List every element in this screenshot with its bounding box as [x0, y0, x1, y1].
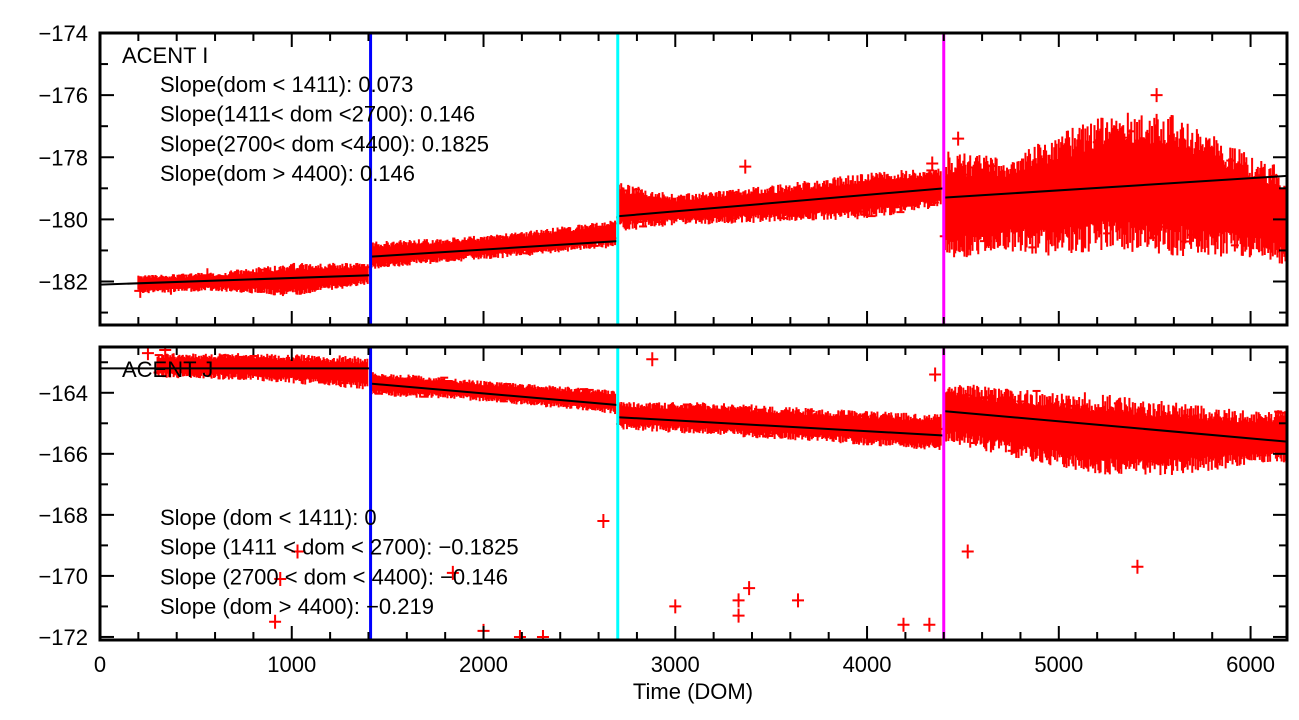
panel-1: −174 −176 −178 −180 −182 ACENT I Slope(dom < 1… — [38, 21, 1289, 327]
y-tick-label: −172 — [38, 625, 88, 650]
y-tick-label: −182 — [38, 270, 88, 295]
outlier-point — [274, 571, 287, 586]
outlier-point — [669, 599, 682, 614]
outlier-point — [732, 608, 745, 623]
outlier-point — [792, 593, 805, 608]
x-tick-label: 5000 — [1034, 652, 1083, 677]
x-tick-label: 2000 — [459, 652, 508, 677]
y-tick-label: −168 — [38, 503, 88, 528]
outlier-point — [897, 617, 910, 632]
data-layer — [100, 347, 1287, 640]
fit-line-segment — [100, 274, 371, 286]
x-tick-label: 3000 — [651, 652, 700, 677]
slope-annotation: Slope(1411< dom <2700): 0.146 — [160, 102, 475, 127]
y-tick-label: −166 — [38, 442, 88, 467]
outlier-point — [646, 352, 659, 367]
outlier-point — [952, 131, 965, 146]
slope-annotation: Slope (dom > 4400): −0.219 — [160, 594, 434, 619]
outlier-point — [291, 544, 304, 559]
y-tick-label: −176 — [38, 83, 88, 108]
outlier-point — [269, 614, 282, 629]
y-tick-label: −178 — [38, 145, 88, 170]
panel-label: ACENT I — [122, 43, 208, 68]
slope-annotation: Slope (1411 < dom < 2700): −0.1825 — [160, 535, 519, 560]
y-tick-label: −174 — [38, 21, 88, 46]
slope-annotation: Slope(dom > 4400): 0.146 — [160, 161, 415, 186]
x-tick-label: 0 — [94, 652, 106, 677]
x-axis-label: Time (DOM) — [633, 679, 753, 704]
outlier-point — [597, 513, 610, 528]
fit-line-segment — [617, 416, 944, 437]
outlier-point — [743, 581, 756, 596]
slope-annotation: Slope(dom < 1411): 0.073 — [160, 72, 413, 97]
outlier-point — [926, 156, 939, 171]
slope-annotation: Slope(2700< dom <4400): 0.1825 — [160, 131, 489, 156]
slope-annotation: Slope (dom < 1411): 0 — [160, 505, 377, 530]
outlier-point — [923, 617, 936, 632]
outlier-point — [446, 565, 459, 580]
x-tick-label: 4000 — [843, 652, 892, 677]
outlier-point — [732, 593, 745, 608]
outlier-point — [961, 544, 974, 559]
y-tick-label: −170 — [38, 564, 88, 589]
fit-line-segment — [943, 174, 1287, 199]
plot-frame — [98, 31, 1289, 327]
fit-line-segment — [617, 187, 944, 218]
y-tick-label: −180 — [38, 207, 88, 232]
outlier-point — [929, 367, 942, 382]
data-layer — [100, 88, 1287, 298]
panel-2: −164 −166 −168 −170 −172 ACENT J Slope (dom < … — [38, 345, 1289, 650]
fit-line-segment — [370, 382, 618, 406]
outlier-point — [513, 629, 526, 640]
outlier-point — [536, 629, 549, 640]
fit-line-segment — [943, 410, 1287, 443]
fit-line-segment — [370, 240, 618, 258]
plot-frame — [98, 345, 1289, 642]
x-tick-label: 6000 — [1226, 652, 1275, 677]
y-tick-label: −164 — [38, 381, 88, 406]
outlier-point — [1131, 559, 1144, 574]
outlier-point — [1187, 227, 1200, 242]
panel-label: ACENT J — [122, 357, 213, 382]
outlier-point — [979, 234, 992, 249]
outlier-point — [159, 347, 172, 358]
outlier-point — [1150, 88, 1163, 103]
outlier-point — [134, 283, 147, 298]
slope-annotation: Slope (2700 < dom < 4400): −0.146 — [160, 564, 508, 589]
x-tick-label: 1000 — [267, 652, 316, 677]
outlier-point — [739, 159, 752, 174]
